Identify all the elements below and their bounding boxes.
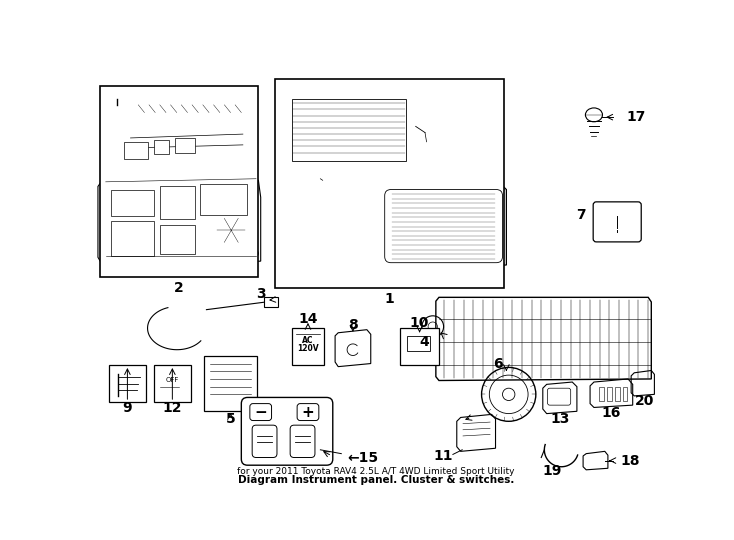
Text: for your 2011 Toyota RAV4 2.5L A/T 4WD Limited Sport Utility: for your 2011 Toyota RAV4 2.5L A/T 4WD L…: [237, 467, 515, 476]
Text: 18: 18: [620, 454, 640, 468]
Bar: [175, 138, 195, 153]
Text: 10: 10: [410, 316, 429, 330]
Bar: [153, 140, 170, 154]
Text: 5: 5: [225, 412, 236, 426]
FancyBboxPatch shape: [252, 425, 277, 457]
FancyBboxPatch shape: [241, 397, 333, 465]
Text: 17: 17: [627, 110, 646, 124]
Bar: [291, 99, 407, 161]
Text: OFF: OFF: [166, 377, 179, 383]
Bar: [264, 298, 277, 307]
Bar: [200, 184, 247, 215]
Text: 8: 8: [348, 318, 357, 332]
Bar: [111, 190, 153, 217]
Text: 13: 13: [550, 412, 570, 426]
Text: ←15: ←15: [347, 450, 379, 464]
Bar: [600, 387, 604, 401]
Text: 7: 7: [577, 208, 586, 222]
Bar: [160, 225, 195, 254]
Bar: [109, 365, 146, 402]
Bar: [153, 365, 191, 402]
Bar: [622, 387, 628, 401]
Bar: [160, 186, 195, 219]
FancyBboxPatch shape: [548, 388, 571, 405]
Text: 3: 3: [256, 287, 266, 301]
Bar: [615, 387, 619, 401]
Bar: [400, 328, 439, 365]
FancyBboxPatch shape: [297, 403, 319, 421]
Text: 14: 14: [298, 312, 318, 326]
Text: 12: 12: [163, 401, 182, 415]
FancyBboxPatch shape: [593, 202, 642, 242]
Bar: [607, 387, 611, 401]
Text: 6: 6: [493, 356, 503, 370]
Text: +: +: [302, 404, 314, 420]
Bar: [204, 356, 257, 411]
Text: −: −: [254, 404, 267, 420]
FancyBboxPatch shape: [385, 190, 503, 262]
Text: Diagram Instrument panel. Cluster & switches.: Diagram Instrument panel. Cluster & swit…: [238, 475, 515, 485]
Text: 4: 4: [419, 335, 429, 349]
FancyBboxPatch shape: [290, 425, 315, 457]
Bar: [124, 142, 148, 159]
Text: 19: 19: [542, 464, 562, 478]
FancyBboxPatch shape: [250, 403, 272, 421]
Text: 120V: 120V: [297, 343, 319, 353]
Bar: [111, 221, 153, 256]
Bar: [100, 86, 258, 278]
Text: 2: 2: [174, 281, 184, 295]
Text: 9: 9: [123, 401, 132, 415]
Bar: [291, 328, 324, 365]
Text: 20: 20: [635, 394, 654, 408]
Text: 16: 16: [601, 406, 621, 420]
Text: AC: AC: [302, 336, 313, 345]
Text: 11: 11: [433, 449, 453, 463]
Text: 1: 1: [385, 292, 394, 306]
Bar: [275, 79, 504, 288]
Bar: [407, 336, 430, 351]
